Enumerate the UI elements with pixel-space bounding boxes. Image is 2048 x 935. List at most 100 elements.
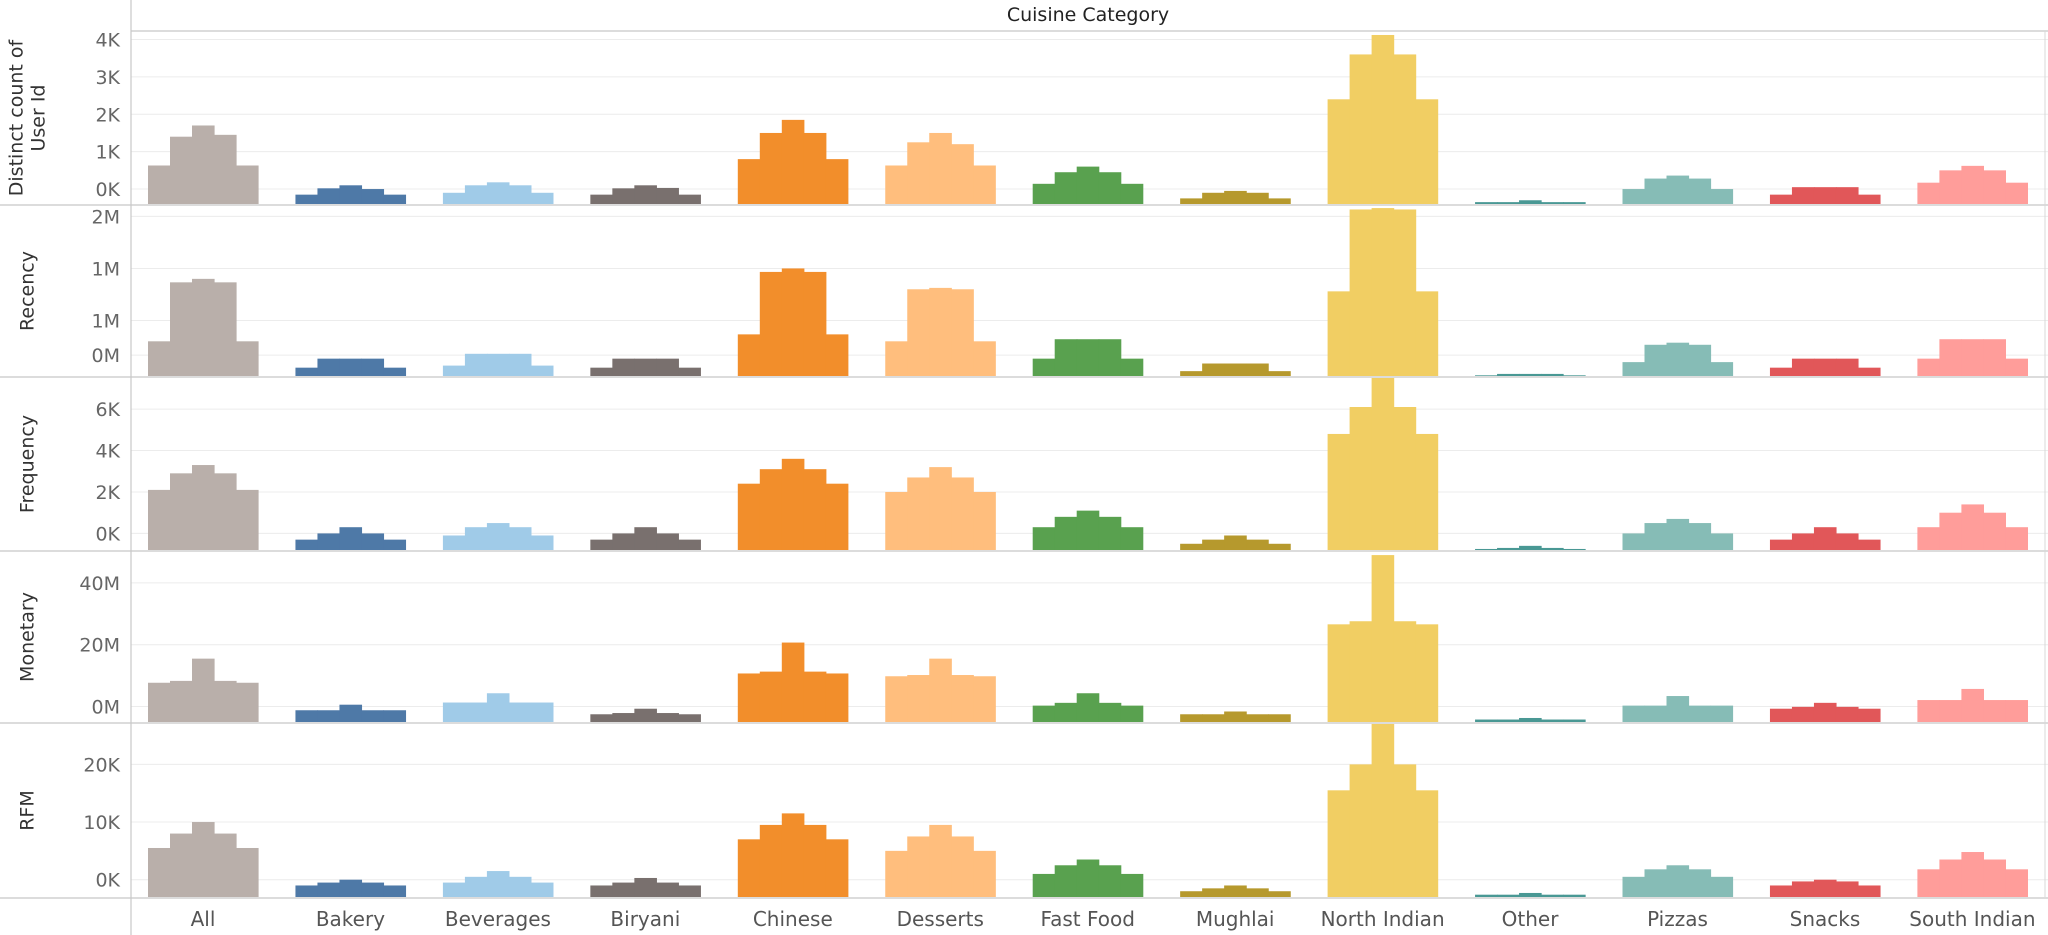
bar-fast-food <box>1098 865 1122 897</box>
bar-other <box>1475 375 1498 376</box>
bar-pizzas <box>1688 869 1712 897</box>
bar-bakery <box>339 527 363 550</box>
bar-south-indian <box>2005 869 2028 897</box>
bar-north-indian <box>1393 407 1417 550</box>
bar-bakery <box>317 533 341 550</box>
bar-fast-food <box>1120 705 1144 722</box>
y-axis-title: Recency <box>17 251 39 331</box>
bar-fast-food <box>1120 183 1144 204</box>
bar-mughlai <box>1180 714 1203 722</box>
y-tick-label: 6K <box>95 399 120 421</box>
bar-mughlai <box>1246 363 1269 376</box>
bar-bakery <box>383 710 407 722</box>
bar-snacks <box>1857 367 1881 376</box>
y-tick-label: 20M <box>79 635 120 657</box>
y-tick-label: 1M <box>92 258 120 280</box>
y-tick-label: 0M <box>92 697 120 719</box>
bar-mughlai <box>1202 714 1225 722</box>
bar-all <box>170 680 193 722</box>
bar-chinese <box>825 839 849 897</box>
bar-snacks <box>1769 708 1793 722</box>
bar-biryani <box>656 358 679 376</box>
bar-biryani <box>634 358 657 376</box>
bar-desserts <box>885 676 908 722</box>
bar-desserts <box>885 341 908 376</box>
bar-fast-food <box>1032 527 1056 550</box>
bar-all <box>148 847 171 897</box>
bar-pizzas <box>1644 178 1668 204</box>
bar-all <box>236 489 259 550</box>
bar-pizzas <box>1688 705 1712 722</box>
bar-south-indian <box>1983 700 2006 722</box>
bar-mughlai <box>1268 198 1291 204</box>
bar-north-indian <box>1371 724 1395 897</box>
bar-desserts <box>907 477 930 550</box>
bar-biryani <box>612 713 635 722</box>
bar-south-indian <box>1917 869 1940 897</box>
bar-other <box>1475 719 1498 722</box>
bar-all <box>192 822 215 897</box>
bar-south-indian <box>1939 170 1962 204</box>
bar-pizzas <box>1688 178 1712 204</box>
bar-snacks <box>1813 879 1837 897</box>
bar-north-indian <box>1349 621 1373 722</box>
bar-snacks <box>1835 187 1859 204</box>
bar-all <box>192 125 215 204</box>
bar-biryani <box>678 885 701 897</box>
bar-pizzas <box>1644 869 1668 897</box>
bar-north-indian <box>1415 291 1439 376</box>
bar-biryani <box>678 714 701 722</box>
bar-other <box>1541 547 1564 550</box>
bar-mughlai <box>1268 371 1291 376</box>
bar-other <box>1541 202 1564 204</box>
y-tick-label: 40M <box>79 573 120 595</box>
y-tick-label: 2K <box>95 104 120 126</box>
bar-fast-food <box>1032 705 1056 722</box>
bar-all <box>170 282 193 376</box>
y-tick-label: 4K <box>95 441 120 463</box>
bar-other <box>1497 202 1520 204</box>
bar-north-indian <box>1371 34 1395 204</box>
bar-chinese <box>825 159 849 204</box>
bar-pizzas <box>1710 876 1734 897</box>
bar-biryani <box>590 194 613 204</box>
bar-beverages <box>442 365 466 376</box>
bar-bakery <box>295 885 319 897</box>
bar-desserts <box>929 824 952 897</box>
bar-beverages <box>530 702 554 722</box>
bar-biryani <box>634 877 657 897</box>
bar-fast-food <box>1054 339 1078 376</box>
bar-beverages <box>464 876 488 897</box>
bar-bakery <box>339 358 363 376</box>
bar-chinese <box>781 268 805 376</box>
bar-all <box>170 473 193 550</box>
bar-desserts <box>929 467 952 550</box>
bar-other <box>1475 202 1498 204</box>
category-label: Pizzas <box>1647 907 1708 931</box>
bar-beverages <box>464 353 488 376</box>
bar-all <box>192 465 215 550</box>
bar-beverages <box>530 192 554 204</box>
bar-snacks <box>1857 194 1881 204</box>
bar-fast-food <box>1032 873 1056 897</box>
bar-biryani <box>634 527 657 550</box>
bar-fast-food <box>1120 873 1144 897</box>
bar-north-indian <box>1349 209 1373 376</box>
bar-snacks <box>1791 706 1815 722</box>
bar-biryani <box>612 188 635 204</box>
y-axis-title: Distinct count of <box>6 38 28 196</box>
bar-snacks <box>1791 533 1815 550</box>
bar-south-indian <box>1961 339 1984 376</box>
y-tick-label: 2K <box>95 482 120 504</box>
bar-chinese <box>737 334 761 376</box>
bar-chinese <box>759 469 783 550</box>
bar-pizzas <box>1622 533 1646 550</box>
bar-mughlai <box>1268 891 1291 897</box>
bar-north-indian <box>1349 764 1373 897</box>
bar-south-indian <box>2005 358 2028 376</box>
bar-south-indian <box>1983 859 2006 897</box>
bar-north-indian <box>1393 764 1417 897</box>
bar-beverages <box>530 535 554 550</box>
